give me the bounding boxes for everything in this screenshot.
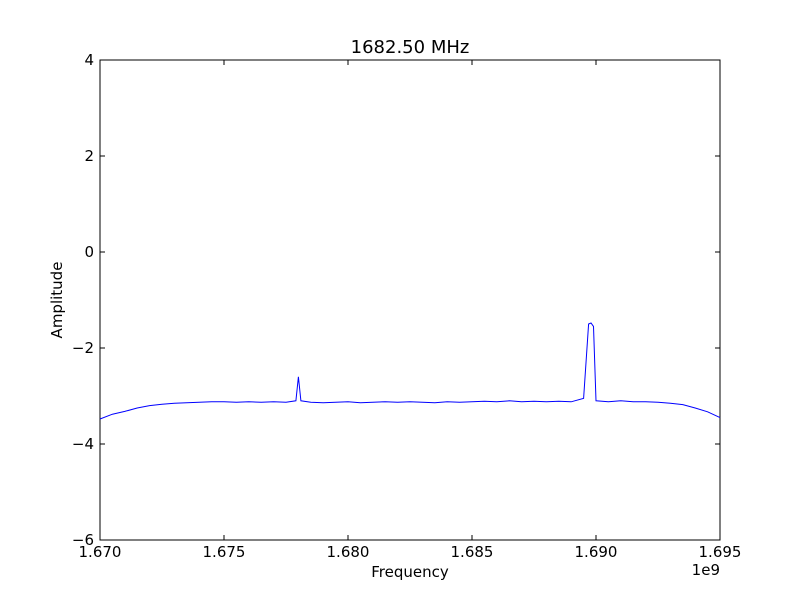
x-axis-ticks: 1.670 1.675 1.680 1.685 1.690 1.695 bbox=[79, 60, 742, 561]
x-tick-label: 1.675 bbox=[203, 543, 246, 561]
x-axis-label: Frequency bbox=[371, 563, 449, 581]
amplitude-series-line bbox=[99, 322, 721, 420]
x-tick-label: 1.680 bbox=[327, 543, 370, 561]
y-tick-label: −6 bbox=[72, 531, 94, 549]
chart-title: 1682.50 MHz bbox=[351, 37, 470, 58]
y-tick-label: 4 bbox=[84, 51, 94, 69]
plot-frame bbox=[99, 59, 721, 541]
x-tick-label: 1.695 bbox=[699, 543, 742, 561]
y-axis-label: Amplitude bbox=[48, 262, 66, 339]
x-tick-label: 1.690 bbox=[575, 543, 618, 561]
x-tick-label: 1.670 bbox=[79, 543, 122, 561]
x-tick-label: 1.685 bbox=[451, 543, 494, 561]
y-axis-ticks: −6 −4 −2 0 2 4 bbox=[72, 51, 720, 549]
x-axis-offset-label: 1e9 bbox=[692, 561, 720, 579]
y-tick-label: 2 bbox=[84, 147, 94, 165]
plot-area bbox=[99, 59, 721, 541]
y-tick-label: −2 bbox=[72, 339, 94, 357]
y-tick-label: 0 bbox=[84, 243, 94, 261]
y-tick-label: −4 bbox=[72, 435, 94, 453]
